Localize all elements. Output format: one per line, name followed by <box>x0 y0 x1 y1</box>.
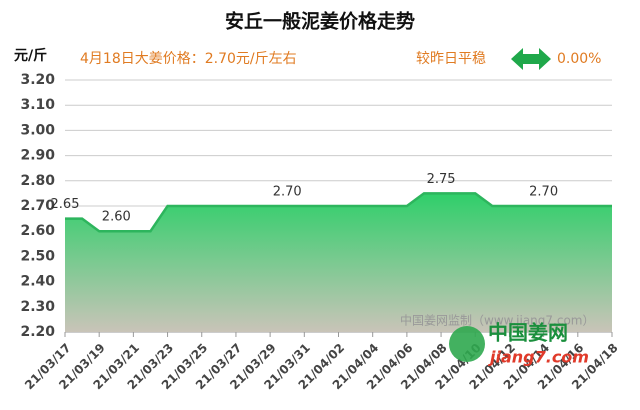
y-tick-label: 2.60 <box>20 223 55 239</box>
flat-arrow-icon <box>511 48 551 70</box>
watermark: 中国姜网监制（www.jiang7.com） <box>400 313 594 328</box>
y-unit: 元/斤 <box>14 47 47 64</box>
logo-icon <box>449 326 485 362</box>
data-label: 2.70 <box>529 185 558 200</box>
y-tick-label: 2.20 <box>20 324 55 340</box>
logo-text: 中国姜网 <box>488 321 568 345</box>
logo-url: jiang7.com <box>487 348 589 367</box>
y-tick-label: 2.50 <box>20 248 55 264</box>
y-tick-label: 2.90 <box>20 148 55 164</box>
change-value: 0.00% <box>557 51 601 67</box>
y-tick-label: 2.30 <box>20 299 55 315</box>
area-fill <box>65 193 612 332</box>
subtitle: 4月18日大姜价格：2.70元/斤左右 <box>80 51 297 67</box>
y-tick-label: 2.80 <box>20 173 55 189</box>
y-tick-label: 2.40 <box>20 274 55 290</box>
change-label: 较昨日平稳 <box>416 51 486 67</box>
series-line <box>65 192 612 233</box>
data-label: 2.60 <box>102 210 131 225</box>
y-tick-label: 3.00 <box>20 122 55 138</box>
y-tick-label: 3.20 <box>20 72 55 88</box>
data-label: 2.75 <box>427 172 456 187</box>
chart-title: 安丘一般泥姜价格走势 <box>225 10 415 33</box>
data-label: 2.65 <box>51 197 80 212</box>
y-tick-label: 2.70 <box>20 198 55 214</box>
data-label: 2.70 <box>273 185 302 200</box>
y-tick-label: 3.10 <box>20 97 55 113</box>
